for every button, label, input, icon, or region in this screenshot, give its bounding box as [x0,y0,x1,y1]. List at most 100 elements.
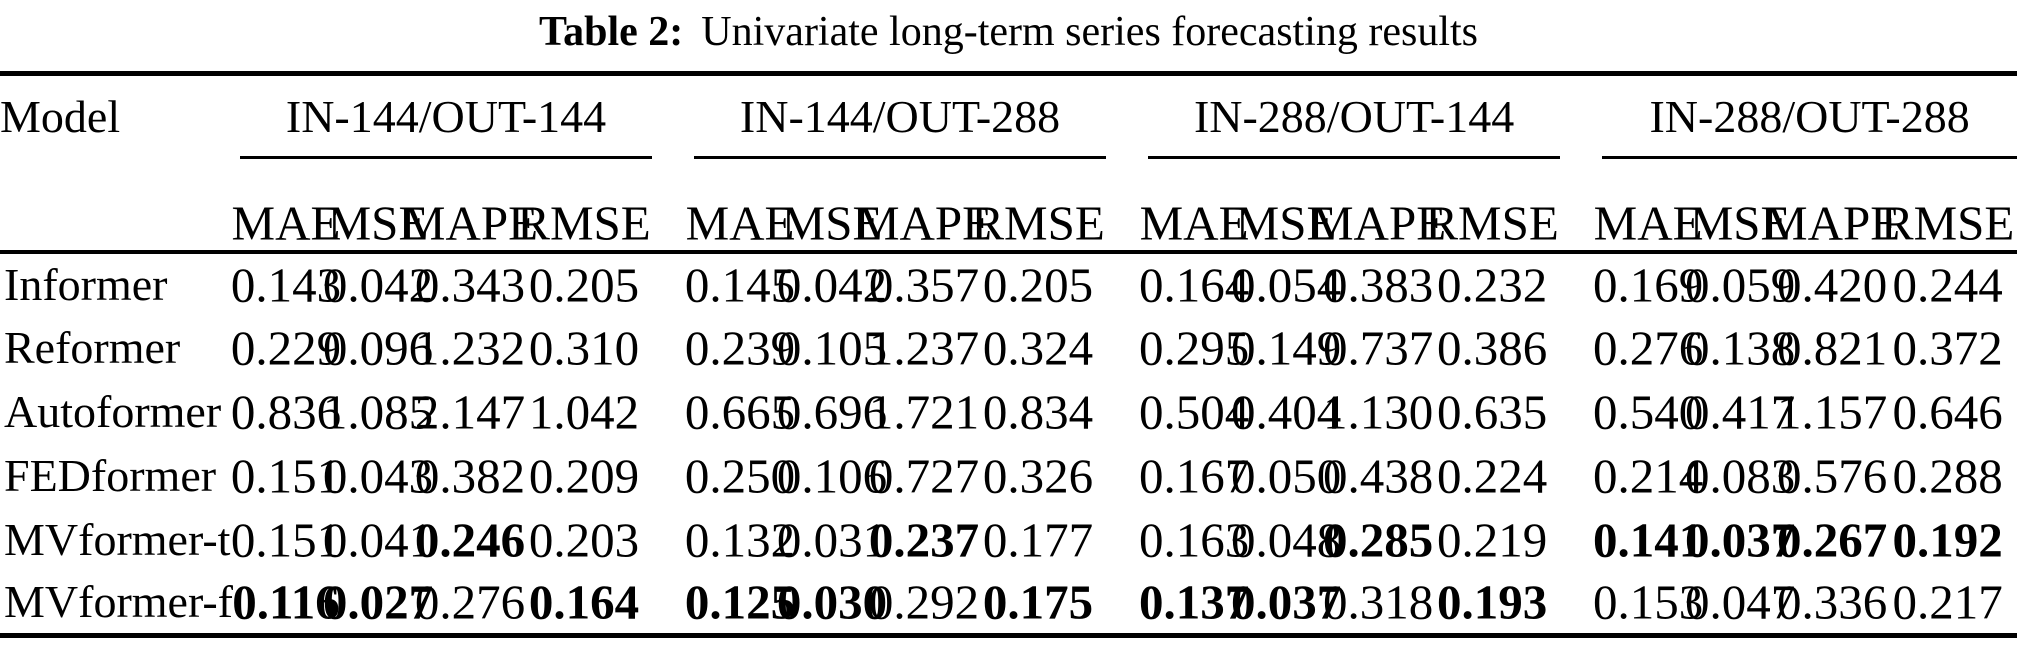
metric-header: MSE [328,195,428,254]
metric-cell: 0.540 [1593,380,1703,444]
metric-cell: 1.237 [869,316,979,380]
metric-cell: 0.047 [1685,571,1795,638]
metric-value: 0.143 [230,257,342,312]
header-row-rules [0,156,2017,196]
table-row: Autoformer 0.836 1.085 2.147 1.042 0.665 0.696… [0,380,2017,444]
model-cell: Informer [0,252,240,316]
metric-cell: 0.177 [970,508,1106,572]
metric-cell: 0.310 [516,316,652,380]
group-header: IN-288/OUT-288 [1649,90,1970,142]
metric-value: 0.031 [776,512,888,567]
metric-value: 0.177 [982,512,1094,567]
metric-cell: 0.417 [1685,380,1795,444]
metric-cell: 0.048 [1231,508,1341,572]
metric-cell: 0.665 [685,380,795,444]
metric-cell: 0.696 [777,380,887,444]
metric-cell: 1.130 [1323,380,1433,444]
metric-cell: 0.336 [1777,571,1887,638]
metric-value: 0.192 [1892,512,2003,567]
group-rule [240,156,653,196]
metric-cell: 0.326 [970,444,1106,508]
metric-cell: 0.285 [1323,508,1433,572]
metric-value: 0.834 [982,384,1094,439]
metric-value: 0.151 [230,512,342,567]
metric-cell: 0.214 [1593,444,1703,508]
metric-value: 0.164 [528,574,640,630]
metric-cell: 0.116 [232,571,340,638]
metric-value: 0.357 [868,257,980,312]
metric-value: 0.048 [1230,512,1342,567]
metric-value: 0.116 [232,574,340,630]
model-cell: FEDformer [0,444,240,508]
header-row-metrics: MAE MSE MAPE RMSE MAE MSE MAPE RMSE MAE MSE MAPE RM… [0,195,2017,254]
metric-cell: 0.027 [323,571,433,638]
metric-cell: 0.343 [415,252,525,316]
metric-cell: 0.357 [869,252,979,316]
metric-cell: 0.125 [685,571,795,638]
metric-header: RMSE [1424,195,1561,254]
metric-cell: 0.267 [1777,508,1887,572]
metric-value: 0.047 [1684,574,1796,630]
metric-cell: 0.576 [1777,444,1887,508]
metric-value: 0.540 [1592,384,1704,439]
metric-value: 0.310 [528,320,640,375]
metric-cell: 0.646 [1878,380,2017,444]
metric-value: 0.106 [776,448,888,503]
metric-cell: 0.041 [323,508,433,572]
metric-cell: 0.042 [323,252,433,316]
metric-cell: 0.237 [869,508,979,572]
group-gap [1560,158,1602,196]
metric-cell: 2.147 [415,380,525,444]
metric-header: MAPE [402,195,538,254]
metric-value: 0.504 [1138,384,1250,439]
metric-cell: 0.132 [685,508,795,572]
metric-cell: 0.382 [415,444,525,508]
metric-header: MAPE [1764,195,1900,254]
metric-header: MAE [686,195,794,254]
group-rule [694,156,1107,196]
metric-value: 0.285 [1322,512,1434,567]
metric-cell: 0.164 [516,571,653,638]
metric-cell: 0.420 [1777,252,1887,316]
metric-value: 1.237 [868,320,980,375]
group-header: IN-144/OUT-144 [285,90,607,142]
metric-value: 0.083 [1684,448,1796,503]
metric-value: 0.138 [1684,320,1796,375]
metric-header-label: MSE [1235,195,1337,250]
metric-cell: 0.031 [777,508,887,572]
group-gap [1560,195,1603,254]
metric-cell: 0.288 [1878,444,2017,508]
metric-value: 0.164 [1138,257,1250,312]
group-header: IN-144/OUT-288 [739,90,1061,142]
metric-cell: 0.105 [777,316,887,380]
metric-cell: 0.205 [970,252,1106,316]
metric-header: MSE [782,195,882,254]
group-gap [1106,74,1148,158]
metric-header: RMSE [970,195,1107,254]
metric-header-label: MSE [327,195,429,250]
metric-cell: 0.276 [415,571,525,638]
metric-header-label: MAE [685,195,795,250]
metric-value: 0.727 [868,448,980,503]
metric-value: 0.145 [684,257,796,312]
model-column-header: Model [0,91,121,143]
metric-value: 0.151 [230,448,342,503]
metric-cell: 0.037 [1685,508,1795,572]
metric-cell: 0.224 [1424,444,1560,508]
group-gap [1560,74,1602,158]
metric-value: 0.219 [1436,512,1548,567]
metric-cell: 0.324 [970,316,1106,380]
group-rule [1148,156,1561,196]
metric-value: 0.386 [1436,320,1548,375]
metric-value: 0.205 [528,257,640,312]
metric-value: 0.037 [1230,574,1342,630]
results-table: Model IN-144/OUT-144 IN-144/OUT-288 IN-288/… [0,71,2017,638]
metric-value: 0.646 [1892,384,2003,439]
metric-value: 2.147 [414,384,526,439]
metric-cell: 0.137 [1139,571,1249,638]
metric-cell: 0.151 [231,508,341,572]
metric-value: 0.821 [1776,320,1888,375]
metric-value: 0.137 [1138,574,1250,630]
metric-cell: 0.821 [1777,316,1887,380]
